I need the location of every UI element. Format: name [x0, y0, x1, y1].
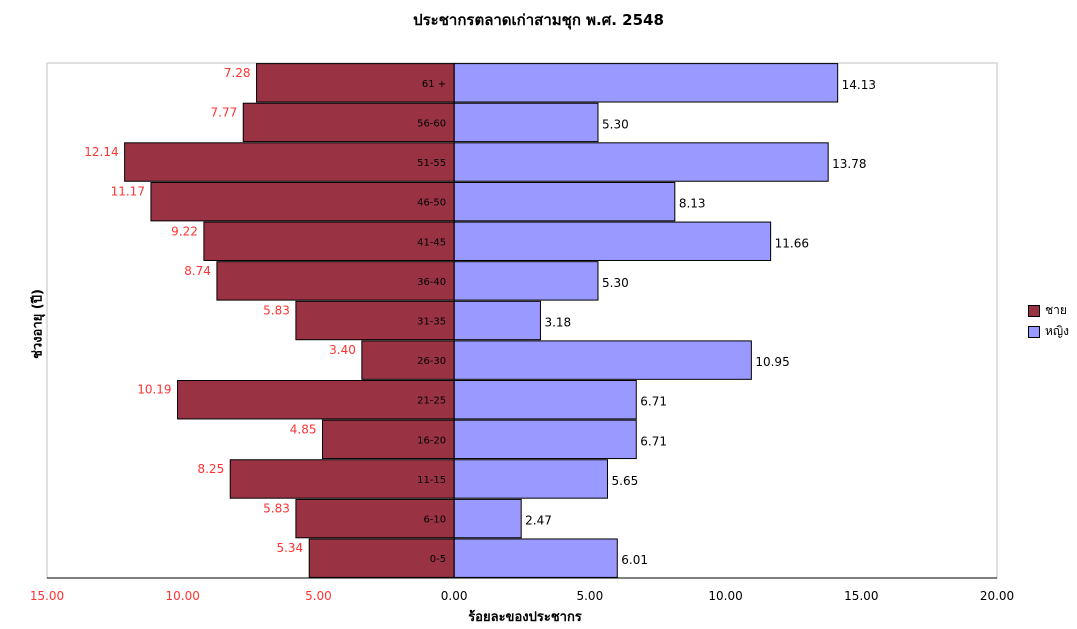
bar-male — [295, 300, 455, 341]
bar-female — [453, 300, 541, 341]
data-label-male: 7.77 — [211, 105, 238, 119]
data-label-female: 13.78 — [832, 157, 866, 171]
data-label-female: 5.65 — [612, 474, 639, 488]
x-tick-label: 5.00 — [305, 589, 332, 603]
bar-female — [453, 380, 637, 420]
category-label: 46-50 — [417, 198, 446, 209]
bar-male — [256, 63, 455, 103]
legend-item-male: ชาย — [1028, 300, 1069, 321]
data-label-female: 6.01 — [621, 553, 648, 567]
bar-female — [453, 538, 618, 578]
x-axis-label: ร้อยละของประชากร — [468, 610, 582, 625]
bar-female — [453, 63, 839, 103]
bar-male — [216, 261, 455, 301]
data-label-female: 8.13 — [679, 197, 706, 211]
bar-male — [203, 221, 455, 261]
bar-male — [322, 419, 455, 460]
data-label-male: 9.22 — [171, 224, 198, 238]
data-label-female: 6.71 — [640, 395, 667, 409]
bar-male — [150, 181, 455, 222]
data-label-male: 7.28 — [224, 66, 251, 80]
bar-male — [124, 142, 455, 182]
bar-female — [453, 459, 608, 499]
bar-female — [453, 261, 599, 301]
category-label: 16-20 — [417, 435, 446, 446]
bar-female — [453, 419, 637, 460]
data-label-male: 8.74 — [184, 264, 211, 278]
legend-label-male: ชาย — [1045, 303, 1067, 317]
category-label: 6-10 — [423, 515, 446, 526]
data-label-male: 3.40 — [329, 343, 356, 357]
data-label-female: 14.13 — [842, 78, 876, 92]
legend-item-female: หญิง — [1028, 321, 1069, 342]
chart-title: ประชากรตลาดเก่าสามชุก พ.ศ. 2548 — [413, 11, 664, 29]
category-label: 0-5 — [430, 554, 446, 565]
x-tick-label: 10.00 — [708, 589, 742, 603]
data-label-female: 3.18 — [544, 316, 571, 330]
data-label-female: 5.30 — [602, 276, 629, 290]
category-label: 41-45 — [417, 237, 446, 248]
x-tick-label: 15.00 — [844, 589, 878, 603]
bar-female — [453, 142, 829, 182]
data-label-female: 5.30 — [602, 117, 629, 131]
bar-female — [453, 181, 676, 222]
bar-female — [453, 102, 599, 143]
bar-female — [453, 340, 752, 380]
legend-swatch-male — [1028, 304, 1040, 317]
category-label: 21-25 — [417, 396, 446, 407]
data-label-male: 12.14 — [84, 145, 118, 159]
bar-female — [453, 498, 522, 539]
bar-male — [361, 340, 455, 380]
data-label-male: 8.25 — [197, 462, 224, 476]
bar-female — [453, 221, 772, 261]
data-label-male: 11.17 — [111, 185, 145, 199]
legend-label-female: หญิง — [1045, 324, 1069, 338]
data-label-female: 10.95 — [755, 355, 789, 369]
category-label: 26-30 — [417, 356, 446, 367]
legend: ชาย หญิง — [1028, 300, 1069, 342]
bar-male — [177, 380, 455, 420]
data-label-female: 11.66 — [775, 236, 809, 250]
category-label: 11-15 — [417, 475, 446, 486]
bar-male — [242, 102, 455, 143]
legend-swatch-female — [1028, 325, 1040, 338]
category-label: 61 + — [422, 79, 446, 90]
data-label-male: 10.19 — [137, 383, 171, 397]
bar-male — [229, 459, 455, 499]
data-label-male: 4.85 — [290, 422, 317, 436]
data-label-male: 5.83 — [263, 502, 290, 516]
bar-male — [308, 538, 455, 578]
data-label-female: 2.47 — [525, 514, 552, 528]
data-label-male: 5.83 — [263, 304, 290, 318]
x-tick-label: 5.00 — [576, 589, 603, 603]
category-label: 31-35 — [417, 317, 446, 328]
data-label-female: 6.71 — [640, 434, 667, 448]
x-tick-label: 20.00 — [980, 589, 1014, 603]
x-tick-label: 15.00 — [30, 589, 64, 603]
data-label-male: 5.34 — [276, 541, 303, 555]
x-tick-label: 10.00 — [166, 589, 200, 603]
category-label: 51-55 — [417, 158, 446, 169]
x-tick-label: 0.00 — [441, 589, 468, 603]
category-label: 56-60 — [417, 118, 446, 129]
category-label: 36-40 — [417, 277, 446, 288]
